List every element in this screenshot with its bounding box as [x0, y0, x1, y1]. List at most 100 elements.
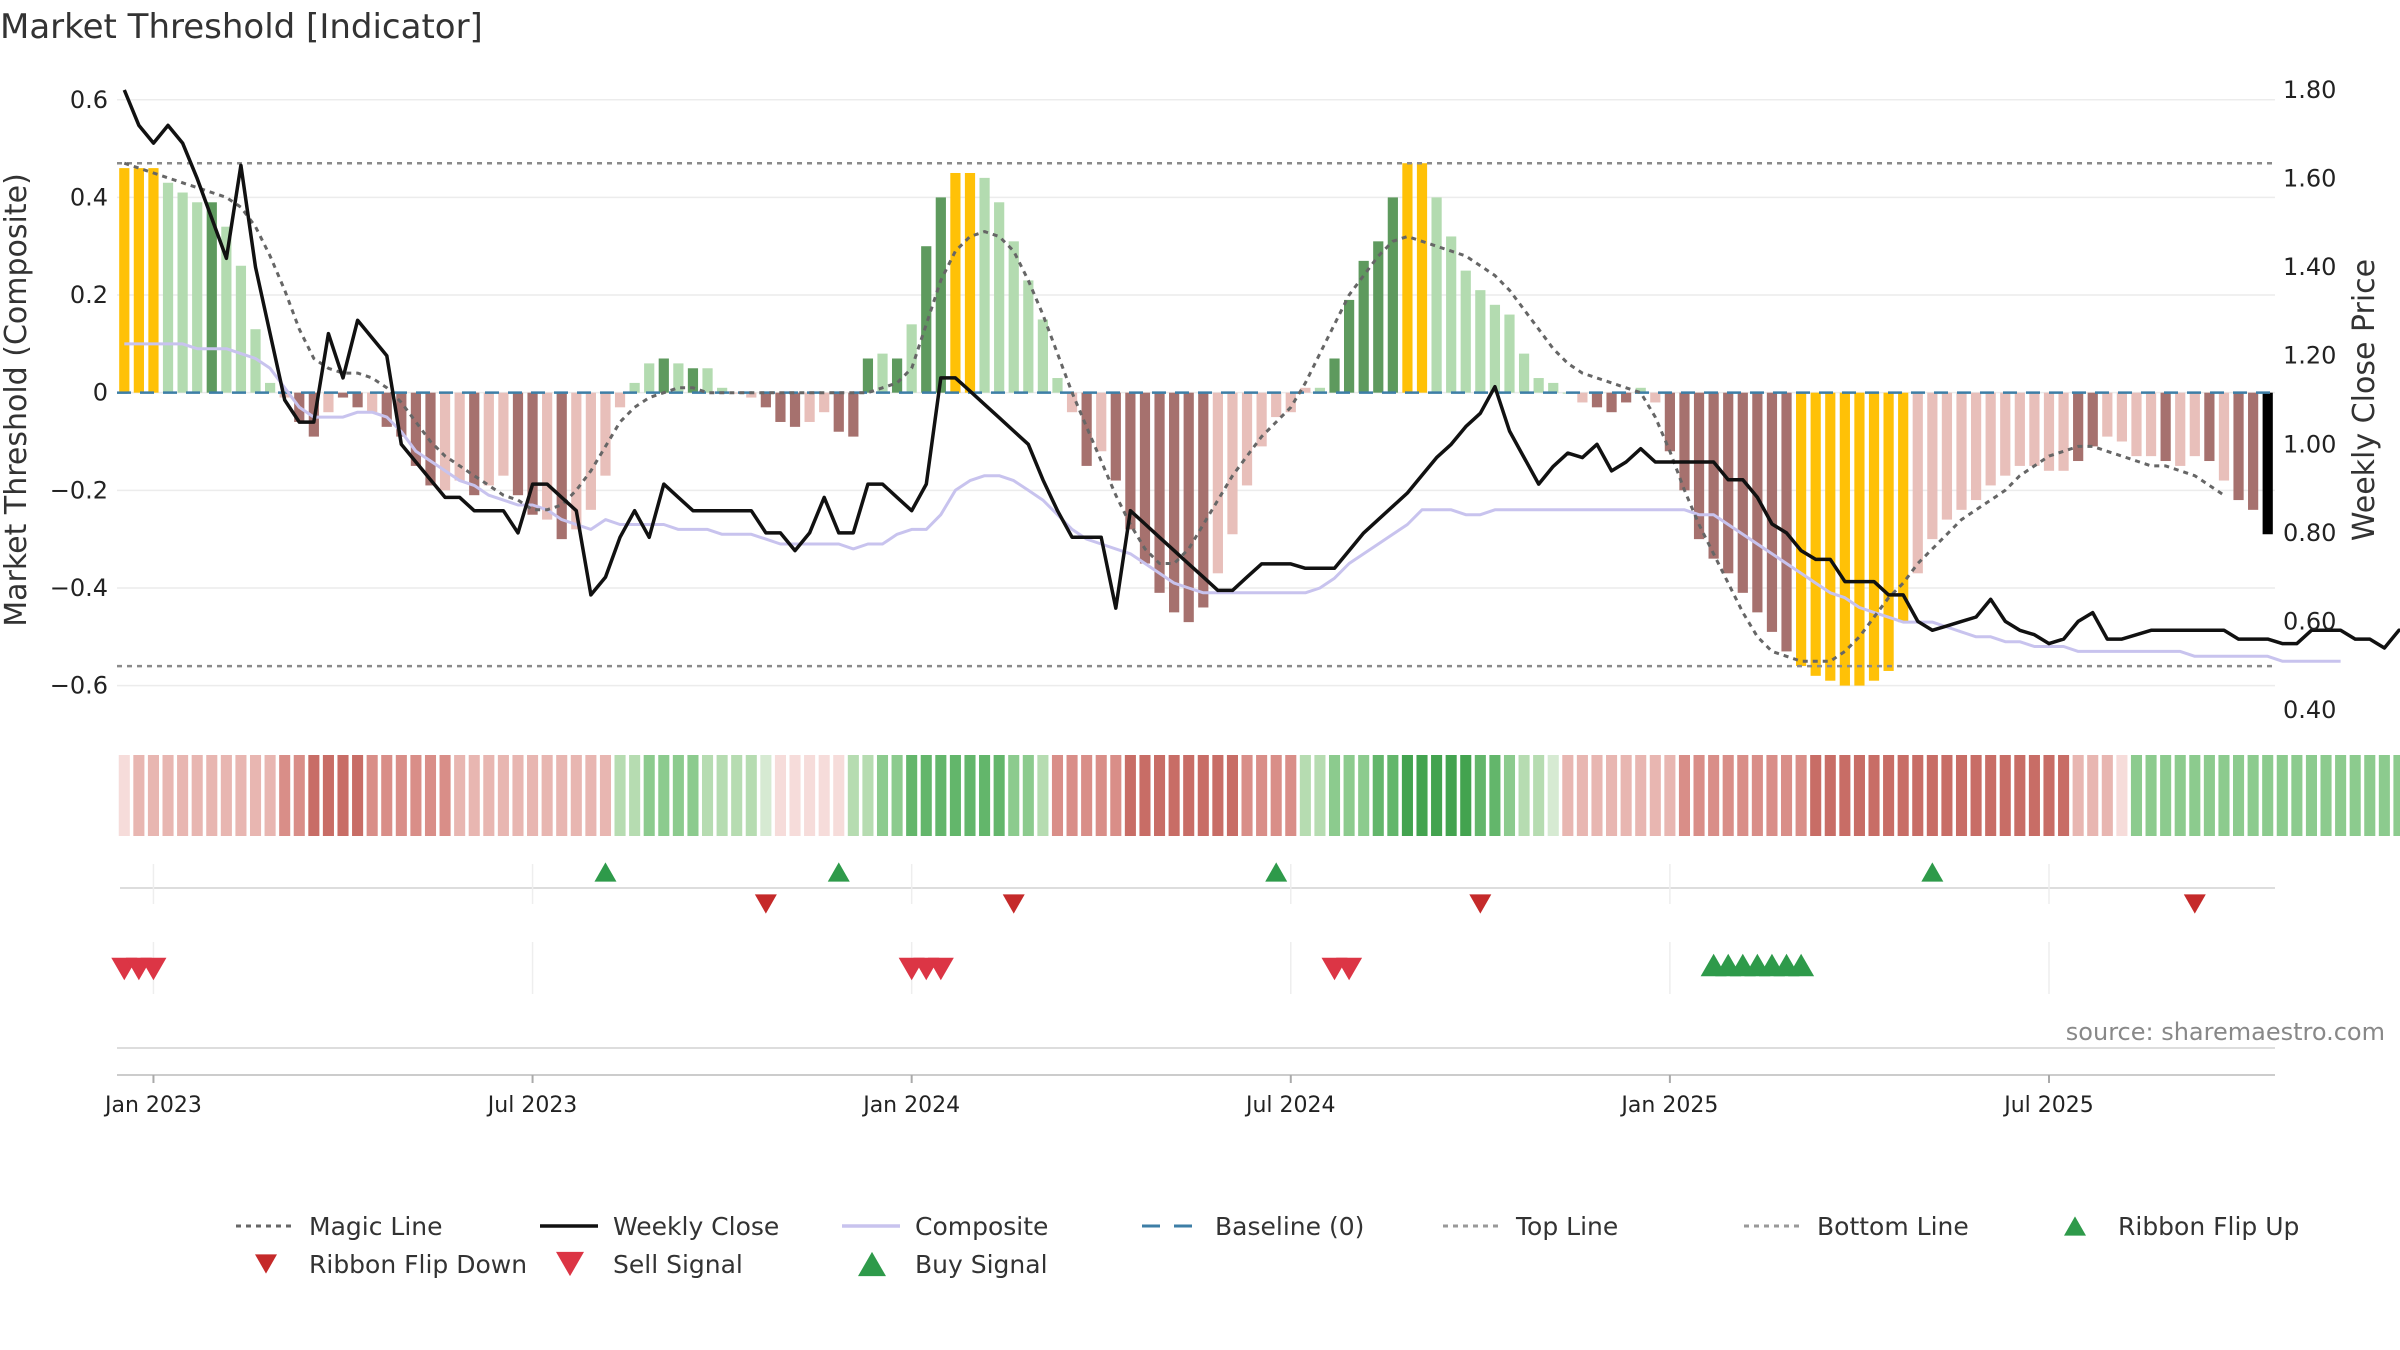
threshold-bar — [891, 358, 903, 393]
threshold-bar — [1839, 392, 1850, 686]
ribbon-cell — [483, 755, 495, 836]
threshold-bar — [1796, 392, 1807, 667]
ribbon-cell — [177, 755, 189, 836]
ribbon-cell — [191, 755, 203, 836]
ribbon-cell — [1970, 755, 1982, 836]
ribbon-cell — [876, 755, 889, 836]
threshold-bar — [1650, 392, 1661, 403]
ribbon-flip-down-marker — [754, 894, 777, 914]
ribbon-cell — [1912, 755, 1924, 836]
ribbon-cell — [1562, 755, 1574, 836]
ribbon-cell — [906, 755, 918, 836]
threshold-bar — [2000, 392, 2011, 476]
ribbon-cell — [2349, 755, 2361, 836]
ribbon-cell — [1722, 755, 1734, 836]
threshold-bar — [1518, 353, 1530, 393]
threshold-bar — [1212, 392, 1223, 574]
ribbon-cell — [964, 755, 976, 836]
ribbon-cell — [585, 755, 597, 836]
threshold-bar — [950, 172, 961, 393]
threshold-bar — [789, 392, 801, 427]
ribbon-cell — [716, 755, 728, 836]
threshold-bar — [1271, 392, 1282, 418]
ribbon-cell — [133, 755, 145, 836]
ribbon-cell — [1314, 755, 1326, 836]
ribbon-cell — [206, 755, 218, 836]
legend-swatch — [556, 1251, 584, 1277]
threshold-bar — [1343, 299, 1355, 393]
threshold-bar — [1125, 392, 1136, 530]
ribbon-cell — [804, 755, 816, 836]
threshold-bar — [1329, 358, 1340, 393]
threshold-bar — [1110, 392, 1121, 481]
ribbon-cell — [2218, 755, 2230, 836]
threshold-bar — [1256, 392, 1267, 447]
ribbon-cell — [1664, 755, 1676, 836]
ribbon-cell — [1985, 755, 1997, 836]
threshold-bar — [2116, 392, 2128, 442]
ribbon-cell — [1533, 755, 1545, 836]
ribbon-cell — [1474, 755, 1486, 836]
ribbon-cell — [1095, 755, 1107, 836]
ribbon-cell — [1358, 755, 1370, 836]
threshold-bar — [921, 246, 932, 393]
threshold-bar — [673, 363, 684, 393]
ribbon-cell — [1022, 755, 1034, 836]
legend: Magic Line Weekly Close Composite Baseline … — [236, 1212, 2299, 1279]
ribbon-cell — [1678, 755, 1691, 836]
threshold-bar — [1606, 392, 1617, 413]
threshold-bar — [264, 382, 276, 393]
threshold-bar — [1912, 392, 1923, 574]
ribbon-cell — [1051, 755, 1064, 836]
ribbon-cell — [1606, 755, 1618, 836]
threshold-bar — [250, 329, 261, 393]
threshold-bar — [1431, 197, 1442, 393]
threshold-bar — [746, 392, 757, 398]
date-tick-label: Jan 2024 — [861, 1093, 960, 1118]
ribbon-cell — [818, 755, 830, 836]
ribbon-cell — [1810, 755, 1822, 836]
ribbon-flip-down-marker — [1002, 894, 1025, 914]
ribbon-cell — [1883, 755, 1895, 836]
ribbon-cell — [395, 755, 407, 836]
legend-swatch — [858, 1251, 886, 1277]
ribbon-cell — [2291, 755, 2303, 836]
ribbon-cell — [614, 755, 626, 836]
threshold-bar — [1548, 382, 1559, 393]
threshold-bar — [702, 368, 713, 393]
threshold-bar — [1504, 314, 1515, 393]
threshold-bar — [1708, 392, 1719, 559]
threshold-bar — [2145, 392, 2157, 457]
threshold-bar — [1023, 280, 1034, 393]
ribbon-cell — [439, 755, 451, 836]
legend-label: Ribbon Flip Down — [309, 1250, 527, 1279]
threshold-bar — [1489, 304, 1501, 393]
threshold-bar — [1679, 392, 1690, 491]
threshold-bar — [1693, 392, 1705, 540]
legend-swatch — [255, 1254, 277, 1274]
threshold-bar — [1825, 392, 1836, 681]
ribbon-cell — [1328, 755, 1341, 836]
threshold-bar — [994, 202, 1005, 393]
threshold-bar — [862, 358, 874, 393]
ribbon-cell — [2203, 755, 2215, 836]
threshold-bar — [1898, 392, 1909, 623]
legend-label: Buy Signal — [915, 1250, 1048, 1279]
threshold-bar — [614, 392, 626, 408]
threshold-bar — [877, 353, 888, 393]
threshold-bar — [235, 265, 247, 393]
ribbon-cell — [235, 755, 247, 836]
threshold-bar — [1387, 197, 1398, 393]
threshold-bar — [1402, 163, 1413, 393]
ribbon-cell — [527, 755, 539, 836]
ribbon-cell — [2378, 755, 2390, 836]
ribbon-cell — [264, 755, 276, 836]
threshold-bar — [1781, 392, 1792, 652]
legend-label: Sell Signal — [613, 1250, 743, 1279]
threshold-bar — [337, 392, 349, 398]
chart-title: Market Threshold [Indicator] — [0, 7, 483, 47]
threshold-bar — [454, 392, 465, 481]
ribbon-cell — [2305, 755, 2317, 836]
threshold-bar — [1868, 392, 1880, 681]
